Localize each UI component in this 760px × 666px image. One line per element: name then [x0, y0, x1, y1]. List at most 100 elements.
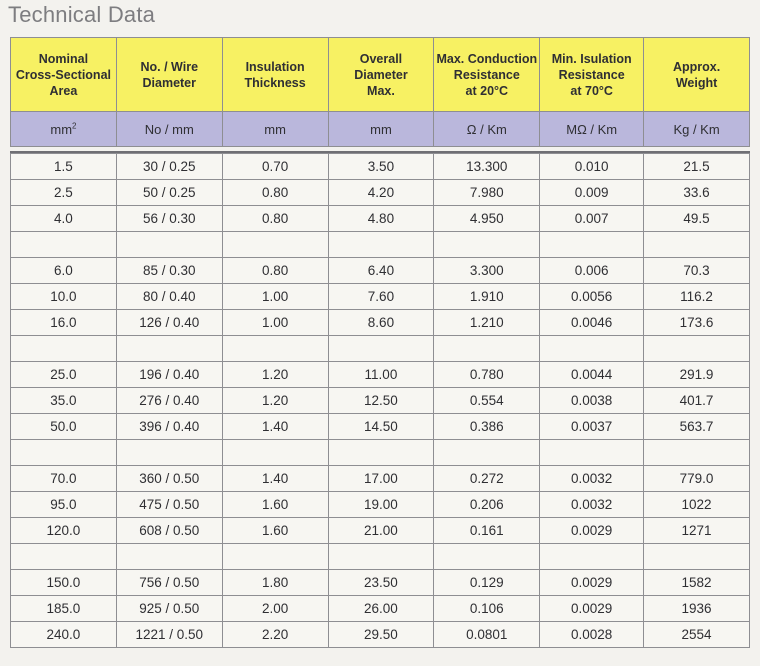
column-header: Overall Diameter Max. [327, 37, 435, 112]
spacer-cell [327, 439, 435, 466]
table-cell: 70.0 [10, 465, 117, 492]
column-header-line: Diameter [142, 75, 197, 90]
table-cell: 0.272 [433, 465, 541, 492]
table-cell: 116.2 [643, 283, 750, 310]
column-header-line: Cross-Sectional [15, 67, 111, 82]
table-cell: 1271 [643, 517, 750, 544]
table-cell: 0.106 [433, 595, 541, 622]
column-header-line: Approx. [672, 59, 721, 74]
table-cell: 49.5 [643, 205, 750, 232]
table-cell: 26.00 [327, 595, 435, 622]
table-cell: 925 / 0.50 [115, 595, 223, 622]
spacer-cell [10, 543, 117, 570]
table-cell: 0.0028 [539, 621, 645, 648]
table-cell: 19.00 [327, 491, 435, 518]
column-header: No. / Wire Diameter [115, 37, 223, 112]
spacer-cell [10, 439, 117, 466]
column-header-line: Nominal [38, 51, 89, 66]
column-header-line: Min. Isulation [551, 51, 632, 66]
spacer-cell [115, 335, 223, 362]
spacer-row [10, 543, 750, 570]
column-header: Approx. Weight [643, 37, 750, 112]
table-cell: 1936 [643, 595, 750, 622]
table-header: Nominal Cross-Sectional Area No. / Wire Diam… [10, 37, 750, 147]
spacer-cell [539, 439, 645, 466]
table-cell: 6.40 [327, 257, 435, 284]
table-cell: 17.00 [327, 465, 435, 492]
table-cell: 4.20 [327, 179, 435, 206]
table-cell: 1.20 [221, 361, 329, 388]
table-cell: 0.206 [433, 491, 541, 518]
table-cell: 2554 [643, 621, 750, 648]
table-cell: 35.0 [10, 387, 117, 414]
table-cell: 11.00 [327, 361, 435, 388]
table-cell: 396 / 0.40 [115, 413, 223, 440]
table-cell: 0.129 [433, 569, 541, 596]
unit-cell: mm [327, 111, 435, 147]
table-cell: 95.0 [10, 491, 117, 518]
table-cell: 0.386 [433, 413, 541, 440]
table-cell: 0.007 [539, 205, 645, 232]
table-cell: 0.70 [221, 153, 329, 180]
table-cell: 0.0029 [539, 595, 645, 622]
column-header: Nominal Cross-Sectional Area [10, 37, 117, 112]
table-cell: 0.0029 [539, 569, 645, 596]
spacer-cell [327, 335, 435, 362]
table-row: 16.0 126 / 0.40 1.00 8.60 1.210 0.0046 173.6 [10, 309, 750, 336]
table-cell: 0.0046 [539, 309, 645, 336]
table-cell: 779.0 [643, 465, 750, 492]
column-header-line: Overall [359, 51, 403, 66]
table-row: 2.5 50 / 0.25 0.80 4.20 7.980 0.009 33.6 [10, 179, 750, 206]
table-cell: 1.00 [221, 283, 329, 310]
table-cell: 25.0 [10, 361, 117, 388]
table-cell: 0.0032 [539, 465, 645, 492]
column-header-line: Diameter [354, 67, 408, 82]
unit-label: No / mm [144, 121, 194, 137]
spacer-cell [433, 543, 541, 570]
column-header-line: Resistance [453, 67, 520, 82]
table-cell: 1.60 [221, 517, 329, 544]
spacer-cell [115, 543, 223, 570]
unit-cell: Kg / Km [643, 111, 750, 147]
table-row: 50.0 396 / 0.40 1.40 14.50 0.386 0.0037 563.7 [10, 413, 750, 440]
data-table: 1.5 30 / 0.25 0.70 3.50 13.300 0.010 21.5 2.5 50… [10, 153, 750, 648]
table-cell: 563.7 [643, 413, 750, 440]
table-row: 240.0 1221 / 0.50 2.20 29.50 0.0801 0.0028 255… [10, 621, 750, 648]
column-header-line: at 20°C [465, 83, 509, 98]
table-cell: 16.0 [10, 309, 117, 336]
spacer-row [10, 335, 750, 362]
table-cell: 4.950 [433, 205, 541, 232]
table-cell: 608 / 0.50 [115, 517, 223, 544]
column-header-line: Area [49, 83, 78, 98]
table-cell: 1.210 [433, 309, 541, 336]
table-cell: 8.60 [327, 309, 435, 336]
table-cell: 173.6 [643, 309, 750, 336]
table-cell: 2.20 [221, 621, 329, 648]
table-cell: 0.0029 [539, 517, 645, 544]
table-cell: 126 / 0.40 [115, 309, 223, 336]
table-cell: 85 / 0.30 [115, 257, 223, 284]
column-header-line: Resistance [558, 67, 625, 82]
table-cell: 80 / 0.40 [115, 283, 223, 310]
table-row: 1.5 30 / 0.25 0.70 3.50 13.300 0.010 21.5 [10, 153, 750, 180]
table-cell: 0.161 [433, 517, 541, 544]
spacer-cell [10, 335, 117, 362]
table-cell: 1.00 [221, 309, 329, 336]
column-header-line: Thickness [244, 75, 306, 90]
unit-superscript: 2 [72, 121, 77, 131]
table-row: 120.0 608 / 0.50 1.60 21.00 0.161 0.0029 1271 [10, 517, 750, 544]
table-row: 10.0 80 / 0.40 1.00 7.60 1.910 0.0056 116.2 [10, 283, 750, 310]
table-cell: 7.60 [327, 283, 435, 310]
table-cell: 0.0032 [539, 491, 645, 518]
column-header: Min. Isulation Resistance at 70°C [539, 37, 645, 112]
table-cell: 0.0038 [539, 387, 645, 414]
table-row: 185.0 925 / 0.50 2.00 26.00 0.106 0.0029 1936 [10, 595, 750, 622]
header-table: Nominal Cross-Sectional Area No. / Wire Diam… [10, 37, 750, 147]
table-cell: 276 / 0.40 [115, 387, 223, 414]
spacer-cell [433, 439, 541, 466]
table-cell: 1.80 [221, 569, 329, 596]
column-header: Max. Conduction Resistance at 20°C [433, 37, 541, 112]
table-cell: 120.0 [10, 517, 117, 544]
spacer-cell [115, 231, 223, 258]
spacer-cell [221, 335, 329, 362]
